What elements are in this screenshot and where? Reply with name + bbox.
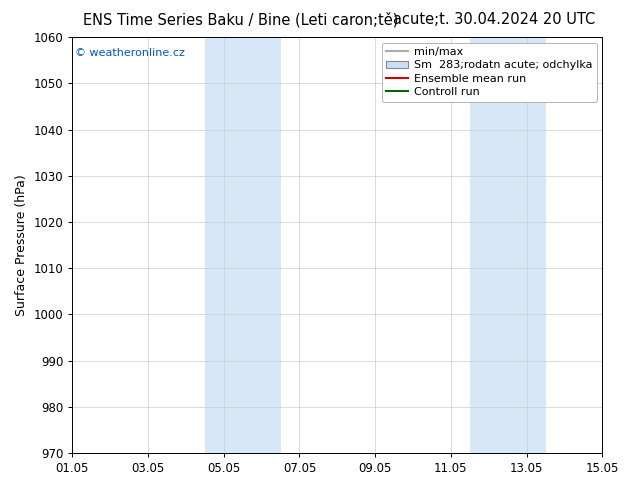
Text: acute;t. 30.04.2024 20 UTC: acute;t. 30.04.2024 20 UTC bbox=[393, 12, 596, 27]
Y-axis label: Surface Pressure (hPa): Surface Pressure (hPa) bbox=[15, 174, 28, 316]
Text: © weatheronline.cz: © weatheronline.cz bbox=[75, 48, 185, 57]
Text: ENS Time Series Baku / Bine (Leti caron;tě): ENS Time Series Baku / Bine (Leti caron;… bbox=[83, 12, 399, 28]
Bar bbox=[205, 37, 280, 453]
Bar bbox=[470, 37, 545, 453]
Legend: min/max, Sm  283;rodatn acute; odchylka, Ensemble mean run, Controll run: min/max, Sm 283;rodatn acute; odchylka, … bbox=[382, 43, 597, 101]
